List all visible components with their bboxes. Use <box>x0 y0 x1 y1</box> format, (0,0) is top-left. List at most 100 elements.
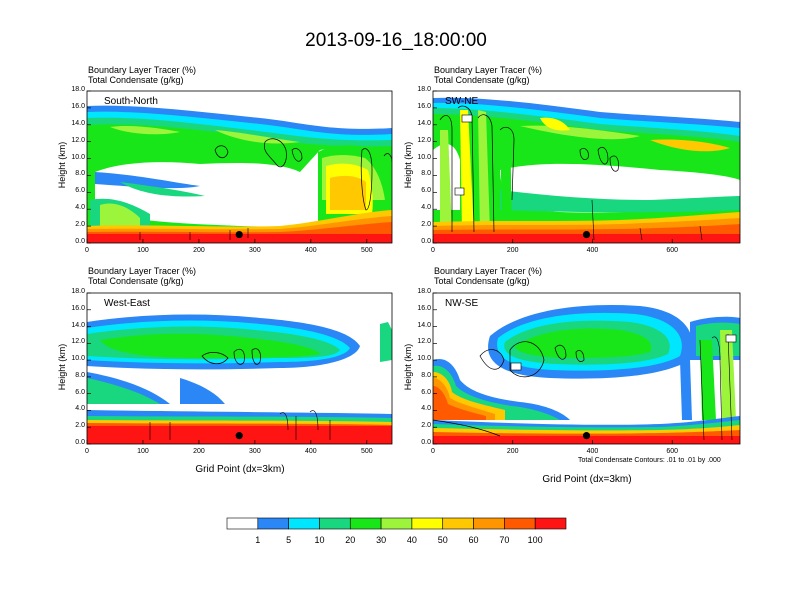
panel-4-xlabel: Grid Point (dx=3km) <box>542 474 632 485</box>
panel-1-ytick-label: 16.0 <box>71 102 85 110</box>
panel-4-ytick-label: 6.0 <box>421 388 431 396</box>
panel-2-ytick-label: 12.0 <box>417 136 431 144</box>
panel-1-xtick-label: 300 <box>249 247 261 254</box>
panel-2-ytick-label: 4.0 <box>421 204 431 212</box>
panel-2-location-marker <box>582 230 591 239</box>
panel-1-ytick-label: 8.0 <box>75 170 85 178</box>
panel-4-ytick-label: 16.0 <box>417 304 431 312</box>
panel-3-xlabel: Grid Point (dx=3km) <box>195 464 285 475</box>
panel-3-label-condensate: Total Condensate (g/kg) <box>88 276 184 286</box>
panel-2-field-labels: Boundary Layer Tracer (%) Total Condensa… <box>434 65 542 85</box>
panel-4-ytick-label: 14.0 <box>417 321 431 329</box>
panel-3-ytick-label: 4.0 <box>75 405 85 413</box>
colorbar-swatch <box>473 517 505 530</box>
panel-2-label-condensate: Total Condensate (g/kg) <box>434 75 530 85</box>
panel-2-name: SW-NE <box>445 96 479 107</box>
colorbar-swatch <box>411 517 444 530</box>
panel-3-ytick-label: 14.0 <box>71 321 85 329</box>
panel-2-ytick-label: 18.0 <box>417 86 431 93</box>
panel-4-location-marker <box>582 432 591 440</box>
panel-1-label-tracer: Boundary Layer Tracer (%) <box>88 65 197 75</box>
panel-2-ytick-label: 14.0 <box>417 119 431 127</box>
panel-4-xtick-label: 0 <box>431 448 435 455</box>
panel-4-field <box>433 293 740 444</box>
panel-1-label-condensate: Total Condensate (g/kg) <box>88 75 184 85</box>
panel-3-xtick-label: 100 <box>137 448 149 455</box>
colorbar-swatch <box>349 517 382 530</box>
panel-1-xtick-label: 400 <box>305 247 317 254</box>
panel-4-xtick-label: 400 <box>586 448 599 455</box>
colorbar-label: 10 <box>314 535 325 545</box>
panel-2-ytick-label: 8.0 <box>421 170 431 178</box>
panel-1-xtick-label: 200 <box>193 247 205 254</box>
panel-3-ytick-label: 10.0 <box>71 355 85 363</box>
panel-3-frame <box>86 292 393 445</box>
panel-1-ytick-label: 14.0 <box>71 119 85 127</box>
panel-4-field-labels: Boundary Layer Tracer (%) Total Condensa… <box>434 266 542 286</box>
panel-4-xtick-label: 600 <box>666 448 679 455</box>
panel-1-location-marker <box>235 230 243 239</box>
colorbar-label: 60 <box>468 535 479 545</box>
panel-3-ytick-label: 18.0 <box>71 288 85 295</box>
colorbar-label: 5 <box>286 535 292 545</box>
panel-2-xtick-label: 400 <box>586 247 599 254</box>
panel-3-xtick-label: 500 <box>360 448 373 455</box>
panel-4-ytick-label: 2.0 <box>421 422 431 430</box>
panel-4-ytick-label: 12.0 <box>417 338 431 346</box>
panel-3-name: West-East <box>104 298 150 309</box>
panel-3-xtick-label: 300 <box>249 448 261 455</box>
panel-1-ytick-label: 12.0 <box>71 136 85 144</box>
panel-1-xtick-label: 0 <box>85 247 89 254</box>
colorbar-swatch <box>226 517 259 530</box>
colorbar-swatch <box>319 517 351 530</box>
panel-1-field <box>87 91 392 243</box>
colorbar-swatch <box>442 517 474 530</box>
panel-3-field <box>87 293 392 444</box>
panel-4-ytick-label: 8.0 <box>421 371 431 379</box>
panel-1-ytick-label: 18.0 <box>71 86 85 93</box>
colorbar-label: 40 <box>406 535 417 545</box>
panel-2-ytick-label: 0.0 <box>421 238 431 245</box>
panel-3-ytick-label: 16.0 <box>71 304 85 312</box>
figure-title: 2013-09-16_18:00:00 <box>305 30 487 51</box>
panel-2-ytick-label: 16.0 <box>417 102 431 110</box>
panel-4-name: NW-SE <box>445 298 479 309</box>
panel-2-xtick-label: 0 <box>431 247 435 254</box>
colorbar-swatch <box>288 517 320 530</box>
panel-2-xtick-label: 200 <box>506 247 519 254</box>
colorbar-label: 30 <box>376 535 387 545</box>
panel-4-xtick-label: 200 <box>506 448 519 455</box>
panel-2-field <box>433 91 740 243</box>
colorbar-label: 50 <box>437 535 448 545</box>
panel-1-ytick-label: 10.0 <box>71 153 85 161</box>
panel-1-xtick-label: 100 <box>137 247 149 254</box>
panel-3-ytick-label: 6.0 <box>75 388 85 396</box>
panel-1-ytick-label: 0.0 <box>75 238 85 245</box>
colorbar-label: 20 <box>345 535 356 545</box>
panel-4-ytick-label: 18.0 <box>417 288 431 295</box>
panel-3-field-labels: Boundary Layer Tracer (%) Total Condensa… <box>88 266 196 286</box>
colorbar-swatch <box>504 517 536 530</box>
panel-2-ytick-label: 6.0 <box>421 187 431 195</box>
colorbar-label: 1 <box>255 535 261 545</box>
panel-2-ytick-label: 10.0 <box>417 153 431 161</box>
colorbar-label: 100 <box>527 535 543 545</box>
panel-2-label-tracer: Boundary Layer Tracer (%) <box>434 65 543 75</box>
panel-1-ytick-label: 6.0 <box>75 187 85 195</box>
panel-4-frame <box>432 292 741 445</box>
panel-3-xtick-label: 400 <box>305 448 317 455</box>
panel-1-frame <box>86 90 393 244</box>
colorbar <box>226 517 567 530</box>
panel-2-frame <box>432 90 741 244</box>
panel-2-ytick-label: 2.0 <box>421 221 431 229</box>
panel-4-label-condensate: Total Condensate (g/kg) <box>434 276 530 286</box>
panel-1-name: South-North <box>104 96 158 107</box>
panel-1-ytick-label: 4.0 <box>75 204 85 212</box>
panel-3-label-tracer: Boundary Layer Tracer (%) <box>88 266 197 276</box>
panel-3-location-marker <box>235 432 243 440</box>
panel-3-ytick-label: 12.0 <box>71 338 85 346</box>
contour-note: Total Condensate Contours: .01 to .01 by… <box>578 457 721 464</box>
colorbar-label: 70 <box>499 535 510 545</box>
panel-4-ytick-label: 10.0 <box>417 355 431 363</box>
